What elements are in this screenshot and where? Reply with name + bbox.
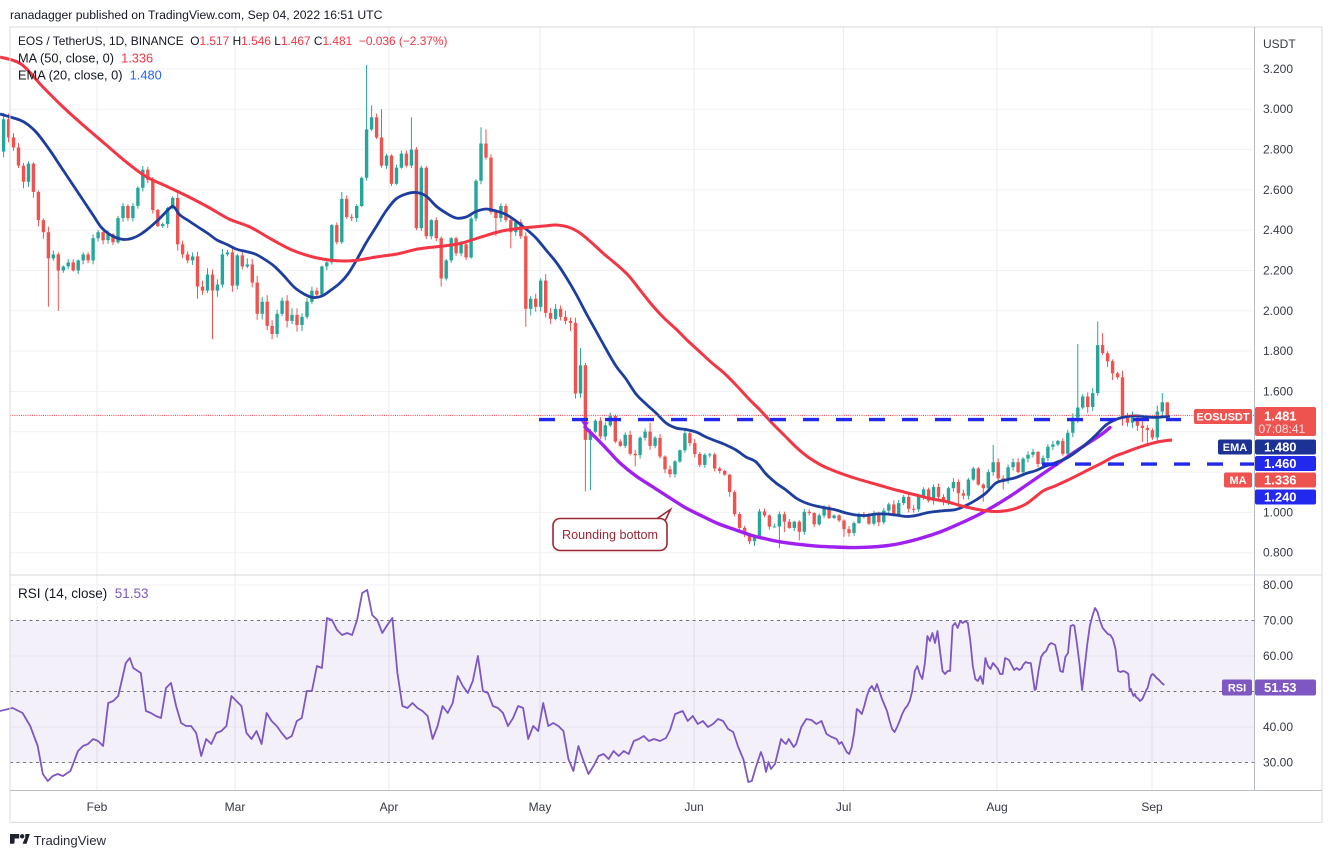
svg-text:EMA: EMA bbox=[1223, 442, 1248, 454]
svg-text:EMA (20, close, 0) 1.480: EMA (20, close, 0) 1.480 bbox=[18, 68, 162, 83]
svg-text:Feb: Feb bbox=[87, 800, 108, 814]
svg-text:70.00: 70.00 bbox=[1263, 614, 1293, 628]
svg-text:0.800: 0.800 bbox=[1263, 546, 1293, 560]
svg-text:40.00: 40.00 bbox=[1263, 720, 1293, 734]
svg-text:Mar: Mar bbox=[225, 800, 246, 814]
svg-text:1.600: 1.600 bbox=[1263, 385, 1293, 399]
svg-text:1.336: 1.336 bbox=[1264, 473, 1297, 488]
svg-text:1.000: 1.000 bbox=[1263, 505, 1293, 519]
svg-text:Rounding bottom: Rounding bottom bbox=[562, 528, 658, 542]
svg-text:2.800: 2.800 bbox=[1263, 143, 1293, 157]
svg-text:1.800: 1.800 bbox=[1263, 344, 1293, 358]
svg-text:TradingView: TradingView bbox=[34, 833, 107, 848]
svg-text:Apr: Apr bbox=[380, 800, 399, 814]
svg-text:RSI (14, close) 51.53: RSI (14, close) 51.53 bbox=[18, 586, 149, 601]
svg-text:1.460: 1.460 bbox=[1264, 456, 1297, 471]
svg-text:MA (50, close, 0) 1.336: MA (50, close, 0) 1.336 bbox=[18, 51, 153, 66]
svg-text:2.600: 2.600 bbox=[1263, 183, 1293, 197]
svg-text:May: May bbox=[529, 800, 552, 814]
svg-text:80.00: 80.00 bbox=[1263, 578, 1293, 592]
svg-text:MA: MA bbox=[1229, 475, 1246, 487]
svg-text:Sep: Sep bbox=[1141, 800, 1163, 814]
svg-text:3.200: 3.200 bbox=[1263, 62, 1293, 76]
svg-text:2.400: 2.400 bbox=[1263, 223, 1293, 237]
svg-text:USDT: USDT bbox=[1263, 37, 1296, 51]
svg-text:ranadagger published on Tradin: ranadagger published on TradingView.com,… bbox=[10, 8, 383, 22]
svg-text:EOSUSDT: EOSUSDT bbox=[1196, 412, 1249, 424]
svg-text:2.000: 2.000 bbox=[1263, 304, 1293, 318]
svg-text:1.480: 1.480 bbox=[1264, 440, 1297, 455]
svg-text:3.000: 3.000 bbox=[1263, 102, 1293, 116]
svg-text:Jun: Jun bbox=[684, 800, 703, 814]
svg-text:EOS / TetherUS, 1D, BINANCE O: EOS / TetherUS, 1D, BINANCE O1.517 H1.54… bbox=[18, 34, 448, 48]
svg-text:30.00: 30.00 bbox=[1263, 756, 1293, 770]
svg-text:60.00: 60.00 bbox=[1263, 649, 1293, 663]
svg-text:RSI: RSI bbox=[1228, 683, 1246, 695]
svg-text:51.53: 51.53 bbox=[1264, 680, 1297, 695]
svg-text:Jul: Jul bbox=[836, 800, 851, 814]
svg-text:07:08:41: 07:08:41 bbox=[1259, 422, 1306, 436]
svg-text:1.240: 1.240 bbox=[1264, 490, 1297, 505]
svg-text:1.481: 1.481 bbox=[1264, 409, 1297, 424]
svg-text:2.200: 2.200 bbox=[1263, 264, 1293, 278]
svg-text:Aug: Aug bbox=[986, 800, 1007, 814]
